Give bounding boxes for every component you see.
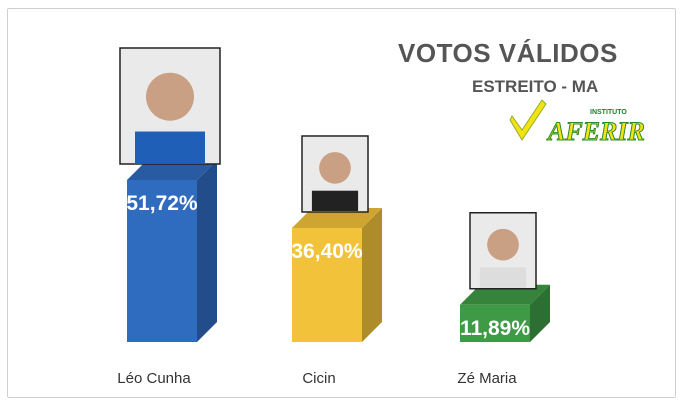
chart-title: VOTOS VÁLIDOS [398,38,618,68]
photo-shirt-0 [135,131,205,163]
bar-0 [127,180,197,342]
bar-top-0 [127,160,217,180]
category-label-0: Léo Cunha [117,370,191,387]
photo-face-2 [487,228,519,261]
category-label-1: Cicin [302,370,335,387]
data-label-1: 36,40% [291,240,363,263]
logo-name: AFERIR [546,117,645,146]
data-label-0: 51,72% [126,192,198,215]
bar-1 [292,227,362,342]
aferir-logo: INSTITUTO AFERIR [509,99,645,147]
bar-side-1 [362,207,382,342]
bar-top-1 [292,207,382,228]
check-mark-logo-icon [509,99,547,141]
chart-subtitle: ESTREITO - MA [472,77,599,96]
photo-face-1 [319,152,351,184]
photo-face-0 [146,72,194,121]
bar-side-0 [197,160,217,342]
data-label-2: 11,89% [460,317,530,340]
category-label-2: Zé Maria [457,370,517,387]
bar-2 [460,304,530,342]
photo-shirt-1 [311,190,359,211]
bar-side-2 [530,284,550,342]
photo-shirt-2 [479,267,527,288]
logo-small-text: INSTITUTO [590,109,627,116]
bar-top-2 [460,284,550,305]
